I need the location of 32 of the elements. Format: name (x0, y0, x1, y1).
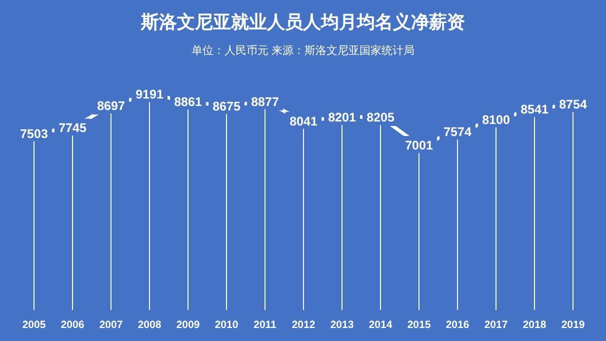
data-label: 7001 (405, 138, 433, 152)
x-tick-label: 2015 (407, 319, 431, 331)
x-tick-label: 2013 (330, 319, 354, 331)
x-tick-label: 2014 (368, 319, 392, 331)
x-tick-label: 2016 (446, 319, 470, 331)
data-label: 8754 (559, 98, 587, 112)
data-label: 8201 (328, 110, 356, 125)
x-tick-label: 2017 (484, 319, 508, 331)
data-label: 8675 (212, 100, 240, 114)
x-tick-label: 2005 (22, 319, 46, 331)
x-tick-label: 2009 (176, 319, 200, 331)
data-label: 8205 (366, 110, 394, 124)
x-tick-label: 2010 (214, 319, 238, 331)
data-label: 8041 (290, 114, 318, 128)
data-label: 7574 (444, 125, 472, 140)
data-label: 7503 (20, 126, 48, 141)
data-label: 7745 (58, 121, 86, 136)
chart-subtitle: 单位：人民币元 来源：斯洛文尼亚国家统计局 (191, 44, 415, 57)
x-tick-label: 2008 (138, 319, 162, 331)
x-tick-label: 2007 (99, 319, 123, 331)
data-label: 8541 (520, 102, 548, 117)
data-label: 9191 (136, 88, 164, 102)
x-tick-label: 2019 (561, 319, 585, 331)
chart-title: 斯洛文尼亚就业人员人均月均名义净薪资 (140, 12, 465, 32)
data-label: 8100 (482, 112, 510, 127)
x-tick-label: 2018 (522, 319, 546, 331)
x-tick-label: 2006 (60, 319, 84, 331)
data-label: 8697 (97, 99, 125, 114)
x-tick-label: 2012 (292, 319, 316, 331)
data-label: 8877 (251, 94, 279, 109)
data-label: 8861 (174, 95, 202, 110)
x-tick-label: 2011 (254, 319, 277, 331)
